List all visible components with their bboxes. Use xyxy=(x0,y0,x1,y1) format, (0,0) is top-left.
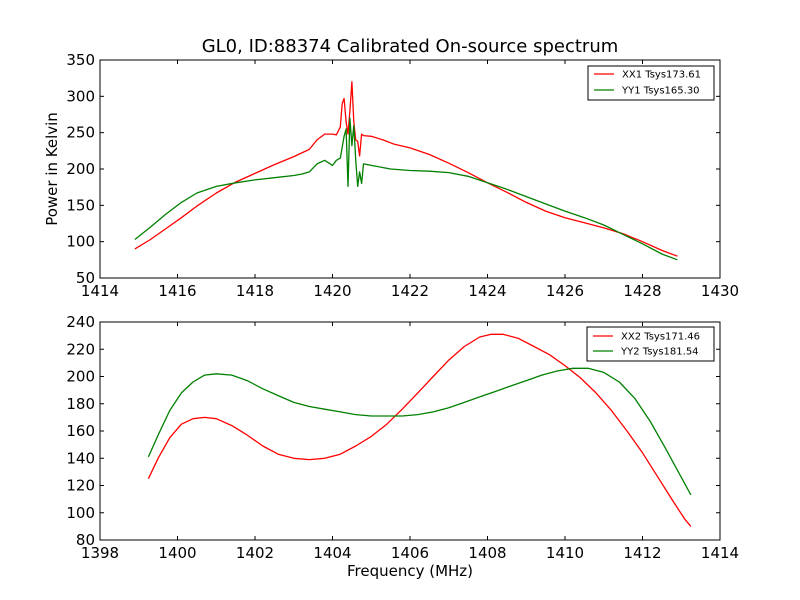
top-x-tick-label: 1416 xyxy=(158,282,196,300)
top-y-tick-label: 200 xyxy=(66,160,95,178)
bottom-x-tick-label: 1400 xyxy=(158,544,196,562)
top-x-tick-label: 1424 xyxy=(468,282,506,300)
bottom-series-line-xx xyxy=(147,333,692,527)
top-plot-frame xyxy=(99,59,721,279)
bottom-x-tick-label: 1404 xyxy=(313,544,351,562)
bottom-x-tick-label: 1402 xyxy=(236,544,274,562)
top-y-tick-label: 100 xyxy=(66,233,95,251)
top-y-tick-label: 250 xyxy=(66,124,95,142)
bottom-x-tick-label: 1414 xyxy=(701,544,739,562)
bottom-x-tick-label: 1408 xyxy=(468,544,506,562)
bottom-y-tick-label: 100 xyxy=(66,504,95,522)
top-x-tick-label: 1414 xyxy=(81,282,119,300)
bottom-y-tick-label: 180 xyxy=(66,395,95,413)
bottom-legend-label-xx2: XX2 Tsys171.46 xyxy=(621,332,700,343)
bottom-y-tick-label: 200 xyxy=(66,368,95,386)
bottom-y-tick-label: 80 xyxy=(76,531,95,549)
bottom-x-tick-label: 1410 xyxy=(546,544,584,562)
top-y-tick-label: 50 xyxy=(76,269,95,287)
bottom-y-tick-label: 220 xyxy=(66,340,95,358)
top-legend-label-yy1: YY1 Tsys165.30 xyxy=(621,86,700,97)
top-x-tick-label: 1418 xyxy=(236,282,274,300)
bottom-legend-label-yy2: YY2 Tsys181.54 xyxy=(620,347,699,358)
bottom-legend: XX2 Tsys171.46 YY2 Tsys181.54 xyxy=(586,326,715,362)
bottom-panel: Frequency (MHz) 1398 1400 1402 1404 1406 1408… xyxy=(66,313,739,580)
bottom-y-tick-label: 160 xyxy=(66,422,95,440)
top-series-line-yy xyxy=(134,117,678,261)
top-x-tick-label: 1422 xyxy=(391,282,429,300)
top-legend-box xyxy=(587,65,715,101)
top-axis-ticks: 1414 1416 1418 1420 1422 1424 1426 1428 1430 50 10… xyxy=(66,51,739,300)
top-legend: XX1 Tsys173.61 YY1 Tsys165.30 xyxy=(587,65,715,101)
top-y-tick-label: 350 xyxy=(66,51,95,69)
top-panel: GL0, ID:88374 Calibrated On-source spect… xyxy=(43,36,739,300)
bottom-x-tick-label: 1412 xyxy=(623,544,661,562)
top-series-group xyxy=(134,81,678,261)
bottom-y-tick-label: 240 xyxy=(66,313,95,331)
top-x-tick-label: 1426 xyxy=(546,282,584,300)
top-y-tick-label: 300 xyxy=(66,87,95,105)
top-x-tick-label: 1420 xyxy=(313,282,351,300)
bottom-x-tick-label: 1406 xyxy=(391,544,429,562)
top-y-tick-label: 150 xyxy=(66,196,95,214)
bottom-legend-box xyxy=(586,326,715,362)
top-x-tick-label: 1430 xyxy=(701,282,739,300)
top-x-tick-label: 1428 xyxy=(623,282,661,300)
bottom-x-axis-label: Frequency (MHz) xyxy=(347,562,473,580)
bottom-plot-frame xyxy=(99,321,721,541)
bottom-x-tick-label: 1398 xyxy=(81,544,119,562)
bottom-y-tick-label: 140 xyxy=(66,449,95,467)
top-y-axis-label: Power in Kelvin xyxy=(43,112,61,226)
bottom-series-line-yy xyxy=(147,367,692,496)
top-legend-label-xx1: XX1 Tsys173.61 xyxy=(622,70,701,81)
bottom-axis-ticks: 1398 1400 1402 1404 1406 1408 1410 1412 1414 80 10… xyxy=(66,313,739,562)
bottom-series-group xyxy=(147,333,692,527)
bottom-y-tick-label: 120 xyxy=(66,477,95,495)
chart-title: GL0, ID:88374 Calibrated On-source spect… xyxy=(202,36,619,57)
